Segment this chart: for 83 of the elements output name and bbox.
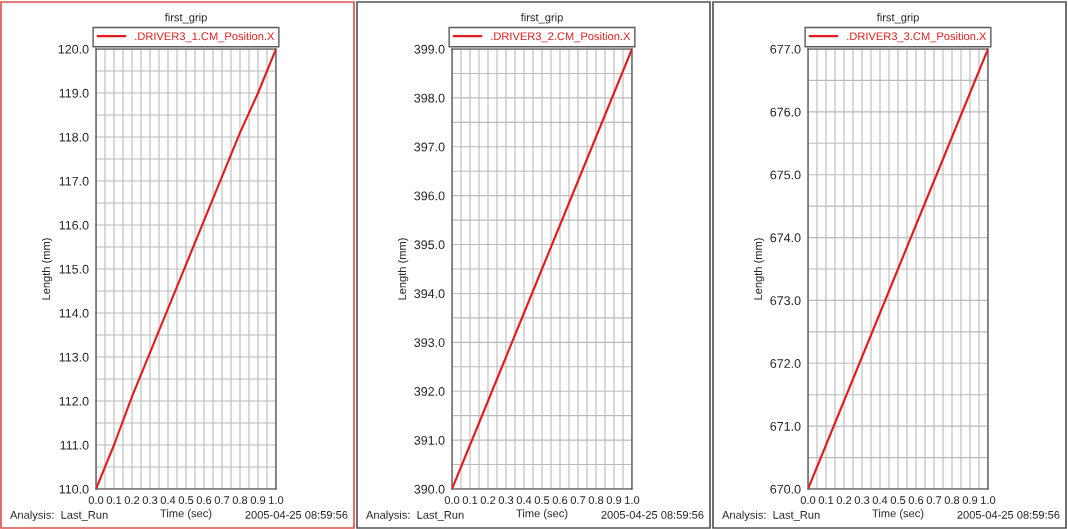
x-tick-label: 0.4 [872, 496, 888, 505]
line-series [808, 49, 988, 489]
x-tick-label: 0.8 [588, 496, 604, 505]
y-tick-label: 390.0 [414, 484, 445, 494]
x-tick-label: 0.6 [908, 496, 924, 505]
y-tick-label: 396.0 [414, 191, 445, 201]
y-tick-label: 111.0 [60, 440, 89, 450]
y-tick-label: 394.0 [414, 289, 445, 299]
chart-title: first_grip [876, 13, 919, 24]
x-tick-label: 0.3 [854, 496, 870, 505]
x-tick-label: 0.1 [462, 496, 478, 505]
x-tick-label: 0.0 [444, 496, 460, 505]
x-tick-label: 0.8 [232, 496, 248, 505]
x-tick-label: 0.5 [178, 496, 194, 505]
text: 2005-04-25 08:59:56 [957, 510, 1060, 519]
line-series [452, 49, 632, 489]
y-tick-label: 118.0 [59, 132, 89, 142]
x-tick-label: 0.7 [214, 496, 230, 505]
x-tick-label: 0.2 [836, 496, 852, 505]
y-tick-label: 398.0 [414, 93, 445, 103]
y-axis-title: Length (mm) [753, 238, 765, 300]
y-tick-label: 110.0 [59, 484, 89, 494]
x-tick-label: 0.4 [160, 496, 176, 505]
x-tick-label: 0.5 [890, 496, 906, 505]
y-tick-label: 675.0 [770, 170, 801, 180]
y-tick-label: 673.0 [770, 296, 801, 306]
y-axis-title: Length (mm) [397, 238, 409, 300]
x-tick-label: 0.7 [570, 496, 586, 505]
y-tick-label: 119.0 [59, 88, 89, 98]
text: Analysis: Last_Run [10, 510, 108, 521]
y-tick-label: 392.0 [414, 387, 445, 396]
x-tick-label: 0.4 [516, 496, 532, 505]
legend-label: .DRIVER3_2.CM_Position.X [491, 31, 631, 43]
y-tick-label: 117.0 [59, 176, 89, 186]
x-tick-label: 0.0 [88, 496, 104, 505]
x-tick-label: 0.2 [124, 496, 140, 505]
y-tick-label: 116.0 [59, 220, 89, 230]
y-tick-label: 120.0 [58, 44, 89, 54]
x-axis-title: Time (sec) [872, 509, 924, 520]
y-tick-label: 113.0 [59, 352, 89, 362]
y-axis-title: Length (mm) [41, 238, 53, 300]
x-tick-label: 0.9 [250, 496, 266, 505]
x-tick-label: 1.0 [981, 496, 996, 505]
y-tick-label: 397.0 [414, 142, 445, 152]
x-tick-label: 0.9 [606, 496, 622, 505]
y-tick-label: 393.0 [414, 338, 445, 347]
text: 2005-04-25 08:59:56 [601, 510, 704, 519]
x-tick-label: 0.9 [962, 496, 978, 505]
y-tick-label: 112.0 [59, 396, 89, 406]
y-tick-label: 115.0 [59, 264, 89, 274]
x-tick-label: 0.1 [106, 496, 122, 505]
y-tick-label: 672.0 [770, 359, 801, 368]
x-tick-label: 0.8 [944, 496, 960, 505]
x-tick-label: 0.0 [800, 496, 816, 505]
x-tick-label: 0.3 [498, 496, 514, 505]
x-tick-label: 1.0 [269, 496, 284, 505]
x-tick-label: 1.0 [625, 496, 640, 505]
x-tick-label: 0.6 [196, 496, 212, 505]
y-tick-label: 676.0 [770, 107, 801, 117]
chart-title: first_grip [164, 13, 207, 24]
y-tick-label: 391.0 [414, 435, 445, 445]
text: 2005-04-25 08:59:56 [245, 510, 348, 519]
text: Analysis: Last_Run [366, 510, 464, 521]
y-tick-label: 114.0 [59, 308, 89, 318]
chart-title: first_grip [520, 13, 563, 24]
y-tick-label: 677.0 [770, 44, 801, 54]
y-tick-label: 395.0 [414, 240, 445, 250]
x-axis-title: Time (sec) [516, 509, 568, 520]
text: Analysis: Last_Run [722, 510, 820, 521]
legend-label: .DRIVER3_1.CM_Position.X [135, 31, 275, 43]
x-tick-label: 0.5 [534, 496, 550, 505]
y-tick-label: 399.0 [414, 44, 445, 54]
x-tick-label: 0.3 [142, 496, 158, 505]
y-tick-label: 671.0 [770, 421, 801, 431]
x-axis-title: Time (sec) [160, 509, 212, 520]
x-tick-label: 0.7 [926, 496, 942, 505]
y-tick-label: 670.0 [770, 484, 801, 494]
x-tick-label: 0.2 [480, 496, 496, 505]
x-tick-label: 0.6 [552, 496, 568, 505]
line-series [96, 49, 276, 489]
y-tick-label: 674.0 [770, 233, 801, 243]
x-tick-label: 0.1 [818, 496, 834, 505]
legend-label: .DRIVER3_3.CM_Position.X [847, 31, 987, 43]
